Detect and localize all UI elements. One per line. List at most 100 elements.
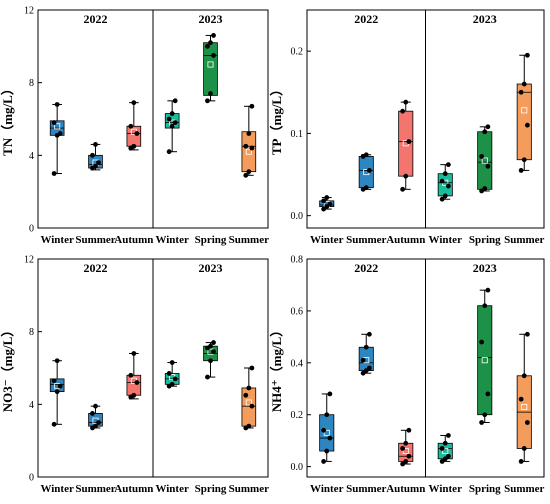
data-point — [249, 403, 255, 409]
data-point — [445, 183, 451, 189]
box-spring — [477, 287, 493, 425]
y-tick-label: 0.8 — [291, 255, 304, 266]
x-category-label: Winter — [310, 234, 344, 246]
box-autumn — [126, 351, 142, 400]
data-point — [485, 391, 491, 397]
data-point — [363, 152, 369, 158]
data-point — [131, 351, 137, 356]
box-summer — [88, 403, 103, 431]
x-category-label: Autumn — [114, 234, 153, 246]
data-point — [327, 391, 333, 397]
y-tick-label: 0.2 — [291, 47, 304, 58]
year-title: 2022 — [84, 12, 108, 26]
y-tick-label: 0.2 — [291, 410, 304, 421]
data-point — [249, 103, 255, 109]
data-point — [518, 396, 524, 402]
data-point — [249, 145, 255, 151]
data-point — [439, 196, 445, 202]
mean-marker — [481, 157, 488, 164]
data-point — [246, 423, 252, 429]
year-title: 2022 — [84, 261, 108, 275]
data-point — [211, 340, 216, 345]
data-point — [90, 152, 95, 158]
box-summer — [88, 142, 103, 171]
data-point — [249, 365, 255, 371]
data-point — [403, 99, 409, 105]
data-point — [518, 89, 524, 95]
data-point — [479, 339, 485, 345]
data-point — [205, 374, 210, 380]
data-point — [131, 100, 137, 106]
data-point — [208, 343, 213, 349]
data-point — [439, 178, 445, 184]
iqr-box — [516, 83, 532, 161]
data-point — [360, 357, 366, 363]
data-point — [439, 446, 445, 451]
y-axis-label: NO3⁻（mg/L） — [0, 324, 15, 412]
x-category-label: Summer — [229, 483, 269, 495]
box-winter — [164, 98, 180, 155]
data-point — [211, 349, 216, 355]
data-point — [51, 378, 57, 384]
box-winter — [49, 102, 65, 176]
mean-marker — [521, 107, 528, 114]
data-point — [524, 52, 530, 58]
box-autumn — [126, 100, 142, 151]
y-tick-label: 12 — [24, 255, 34, 266]
data-point — [442, 440, 448, 446]
iqr-box — [398, 110, 414, 177]
data-point — [208, 358, 213, 364]
x-category-label: Summer — [504, 483, 544, 495]
data-point — [166, 116, 172, 122]
box-summer — [516, 52, 532, 173]
data-point — [321, 427, 327, 433]
data-point — [205, 98, 210, 104]
data-point — [54, 358, 60, 364]
data-point — [321, 459, 327, 464]
data-point — [93, 163, 98, 169]
box-spring — [203, 33, 218, 104]
y-tick-label: 0.4 — [291, 358, 304, 369]
data-point — [243, 143, 249, 149]
x-category-label: Winter — [429, 234, 463, 246]
data-point — [442, 171, 448, 177]
data-point — [521, 446, 527, 451]
data-point — [128, 123, 134, 129]
x-category-label: Spring — [195, 483, 227, 495]
data-point — [366, 331, 372, 337]
data-point — [51, 421, 57, 427]
data-point — [485, 287, 491, 293]
data-point — [521, 81, 527, 87]
iqr-box — [477, 305, 493, 416]
iqr-box — [319, 414, 335, 452]
data-point — [208, 40, 213, 46]
data-point — [243, 392, 249, 398]
data-point — [482, 186, 488, 191]
iqr-box — [241, 131, 257, 173]
data-point — [327, 435, 333, 441]
data-point — [324, 448, 330, 454]
x-category-label: Autumn — [386, 483, 425, 495]
data-point — [403, 173, 409, 179]
box-summer — [241, 365, 257, 431]
data-point — [57, 383, 63, 389]
data-point — [54, 102, 60, 107]
box-autumn — [398, 99, 414, 192]
y-tick-label: 0.0 — [291, 462, 304, 473]
mean-marker — [245, 148, 252, 155]
data-point — [131, 392, 137, 398]
data-point — [406, 453, 412, 459]
mean-marker — [54, 123, 61, 130]
data-point — [479, 154, 485, 159]
data-point — [205, 43, 210, 49]
data-point — [57, 131, 63, 136]
data-point — [134, 131, 140, 136]
box-winter — [437, 162, 453, 202]
y-tick-label: 4 — [29, 151, 34, 162]
x-category-label: Winter — [155, 234, 189, 246]
box-spring — [203, 340, 218, 380]
data-point — [327, 201, 333, 207]
